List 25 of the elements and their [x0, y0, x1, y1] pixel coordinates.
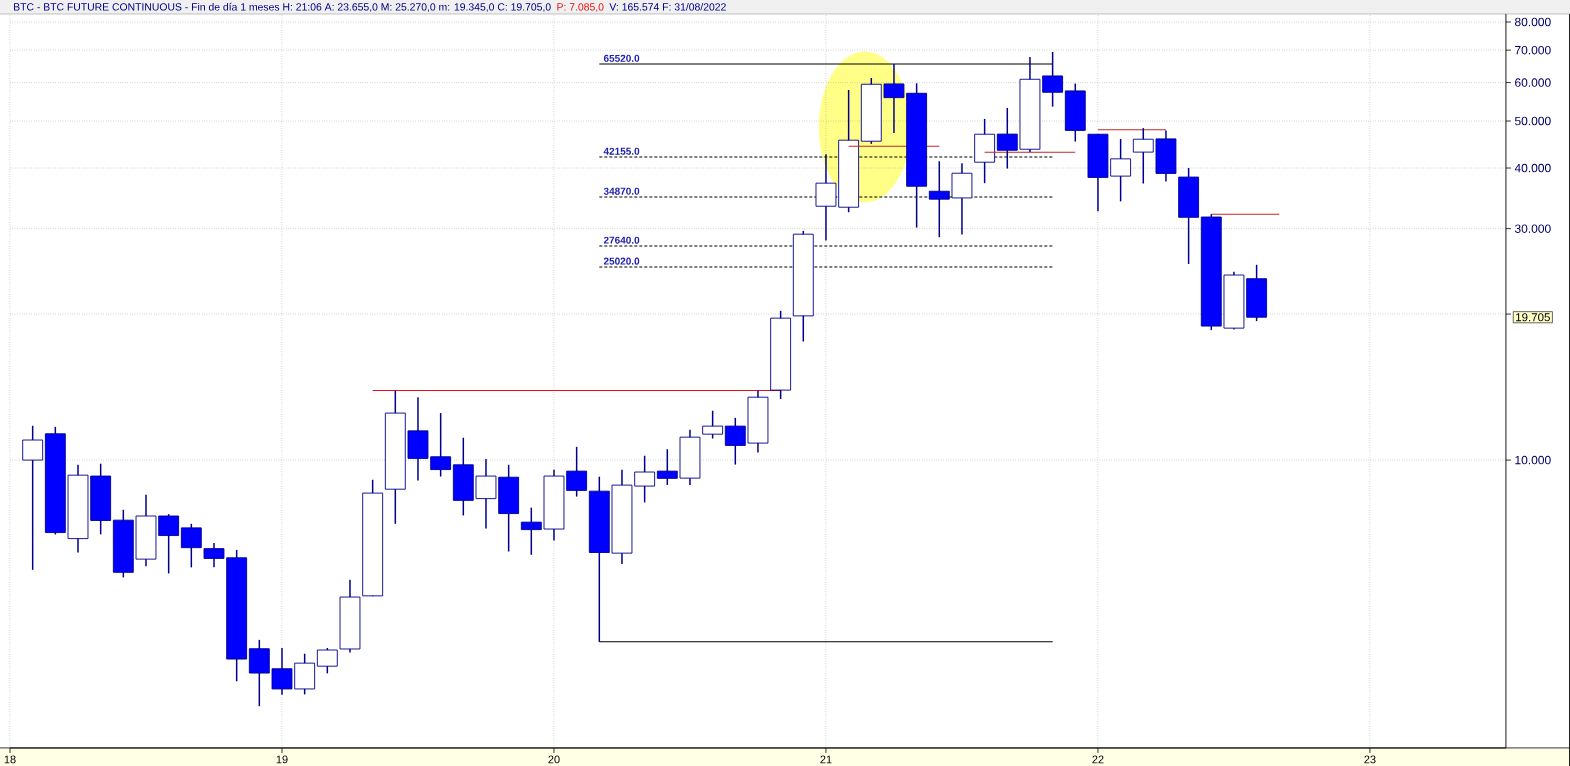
y-tick-label: 60.000 [1515, 78, 1551, 87]
x-tick-label: 19 [276, 755, 288, 764]
x-tick-label: 20 [548, 755, 560, 764]
y-tick-label: 80.000 [1514, 17, 1551, 27]
y-tick-label: 30.000 [1514, 224, 1551, 233]
y-tick-label: 50.000 [1514, 116, 1551, 126]
candlestick [702, 409, 724, 440]
text: V: 165.574 F: 31/08/2022 [609, 2, 726, 11]
x-tick-label: 23 [1364, 755, 1376, 764]
x-tick-label: 21 [820, 755, 832, 764]
candlestick [22, 425, 44, 571]
x-tick-label: 22 [1092, 755, 1104, 764]
y-tick-label: 40.000 [1514, 163, 1551, 173]
chart-subtitle: P: 7.085,0 [557, 3, 604, 12]
annotation: 34870.0 [603, 187, 640, 195]
annotation: 25020.0 [603, 257, 640, 265]
x-tick-label: 18 [4, 755, 16, 764]
y-tick-label: 10.000 [1515, 455, 1551, 465]
annotation: 65520.0 [603, 54, 640, 62]
text: 19.705 [1516, 313, 1550, 322]
y-tick-label: 70.000 [1515, 45, 1551, 55]
annotation: 42155.0 [603, 147, 640, 155]
chart-title: BTC - BTC FUTURE CONTINUOUS - Fin de día 1 meses H: 21:06 A: 23.655,0 M: 25.270,0 m: 19.345,0 C: 19.705,0 [14, 2, 551, 12]
annotation: 27640.0 [603, 236, 640, 244]
candlestick [180, 523, 202, 569]
